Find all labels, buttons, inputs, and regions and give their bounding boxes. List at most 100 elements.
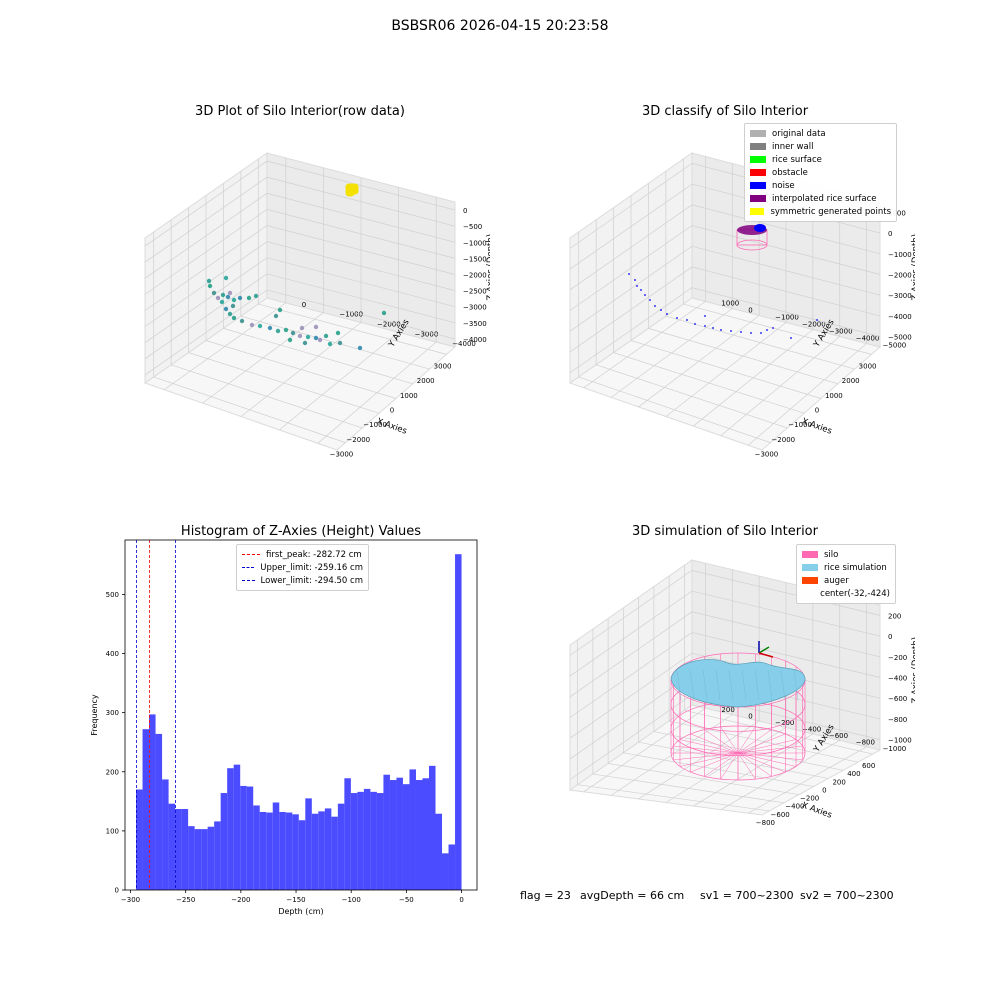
data-point xyxy=(257,323,263,329)
histogram-bar xyxy=(240,785,247,890)
noise-point xyxy=(654,305,656,307)
x-axis-label: X Axies xyxy=(800,801,833,821)
data-point xyxy=(227,290,233,296)
legend-swatch xyxy=(802,564,818,571)
noise-point xyxy=(636,285,638,287)
histogram-bar xyxy=(227,768,234,890)
data-point xyxy=(323,333,329,339)
histogram-bar xyxy=(318,811,325,890)
data-point xyxy=(317,337,323,343)
histogram-bar xyxy=(168,803,176,890)
histogram-bar xyxy=(194,829,202,890)
plot-frame xyxy=(124,539,478,891)
legend-label: Upper_limit: -259.16 cm xyxy=(260,562,363,573)
plot3-title: Histogram of Z-Axies (Height) Values xyxy=(180,524,422,539)
histogram-bar xyxy=(292,814,299,890)
z-gridline xyxy=(144,192,456,279)
noise-point xyxy=(686,319,688,321)
z-tick-label: −500 xyxy=(463,223,482,231)
data-point xyxy=(207,283,213,289)
z-tick-label: −4000 xyxy=(888,313,912,321)
z-axis-label: Z Axies (Depth) xyxy=(911,637,915,704)
y-gridline xyxy=(748,746,867,814)
plot2-legend: original data inner wall rice surface obsta… xyxy=(744,123,897,222)
data-point xyxy=(237,295,243,301)
legend-entry: silo xyxy=(802,548,890,561)
histogram-bar xyxy=(376,793,384,890)
auger-axis xyxy=(758,652,774,658)
x-tick-label: 0 xyxy=(390,407,394,415)
rice-mesh-line xyxy=(741,669,747,701)
data-point xyxy=(313,324,319,330)
data-point xyxy=(297,333,303,339)
noise-point xyxy=(628,273,630,275)
plot2-title: 3D classify of Silo Interior xyxy=(641,104,809,119)
legend-entry: rice simulation xyxy=(802,561,890,574)
histogram-bar xyxy=(402,784,410,890)
z-gridline xyxy=(144,257,456,344)
x-tick-label: 2000 xyxy=(417,377,435,385)
plot4-legend: silo rice simulation auger center(-32,-424) xyxy=(796,544,896,604)
noise-point xyxy=(640,289,642,291)
x-tick-label: 400 xyxy=(847,770,860,778)
y-gridline xyxy=(720,740,840,810)
noise-point xyxy=(676,317,678,319)
rice-mesh-line xyxy=(728,669,734,701)
legend-line-swatch xyxy=(242,580,255,581)
x-axis-label: Depth (cm) xyxy=(278,907,323,916)
y-gridline xyxy=(583,301,706,389)
data-point xyxy=(335,330,341,336)
z-gridline xyxy=(569,611,881,698)
histogram-bar xyxy=(448,844,456,890)
y-gridline xyxy=(163,302,287,390)
histogram-bar xyxy=(422,778,429,890)
data-point xyxy=(227,311,233,317)
x-tick-label: −800 xyxy=(756,819,775,827)
x-tick-label: −2000 xyxy=(771,436,795,444)
legend-label: noise xyxy=(772,180,795,191)
histogram-bar xyxy=(175,809,182,890)
x-tick-label: −3000 xyxy=(330,451,354,459)
x-tick-label: −150 xyxy=(286,896,305,904)
histogram-bar xyxy=(162,779,169,890)
legend-entry: symmetric generated points xyxy=(750,205,891,218)
legend-label: original data xyxy=(772,128,826,139)
data-point xyxy=(381,310,387,316)
legend-swatch xyxy=(802,577,818,584)
z-gridline xyxy=(144,209,456,295)
histogram-bar xyxy=(409,769,416,890)
data-point xyxy=(275,328,281,334)
histogram-bar xyxy=(266,812,273,890)
y-gridline xyxy=(665,727,787,803)
y-gridline xyxy=(317,341,437,444)
z-tick-label: −200 xyxy=(888,654,907,662)
y-tick-label: −2000 xyxy=(377,321,401,329)
histogram-bar xyxy=(455,554,462,890)
data-point xyxy=(313,335,319,341)
data-point xyxy=(290,330,296,336)
rice-mesh-line xyxy=(689,669,695,701)
legend-label: first_peak: -282.72 cm xyxy=(266,549,362,560)
noise-point xyxy=(694,323,696,325)
y-tick-label: −4000 xyxy=(856,335,880,343)
noise-point xyxy=(666,313,668,315)
data-point xyxy=(230,303,236,309)
plot4-title: 3D simulation of Silo Interior xyxy=(632,524,818,539)
data-point xyxy=(273,313,279,319)
rice-mesh-line xyxy=(715,669,721,701)
legend-swatch xyxy=(750,169,766,176)
figure-title: BSBSR06 2026-04-15 20:23:58 xyxy=(391,18,609,34)
noise-point xyxy=(634,279,636,281)
y-tick-label: −1000 xyxy=(883,745,907,753)
histogram-bar xyxy=(285,812,293,890)
legend-swatch xyxy=(750,182,766,189)
noise-point xyxy=(660,309,662,311)
x-tick-label: 3000 xyxy=(434,362,452,370)
noise-point xyxy=(704,315,706,317)
legend-label: silo xyxy=(824,549,839,560)
data-point xyxy=(215,295,221,301)
y-tick-label: −2000 xyxy=(802,321,826,329)
y-tick-label: −800 xyxy=(856,738,875,746)
noise-point xyxy=(730,330,732,332)
histogram-bar xyxy=(442,853,449,890)
